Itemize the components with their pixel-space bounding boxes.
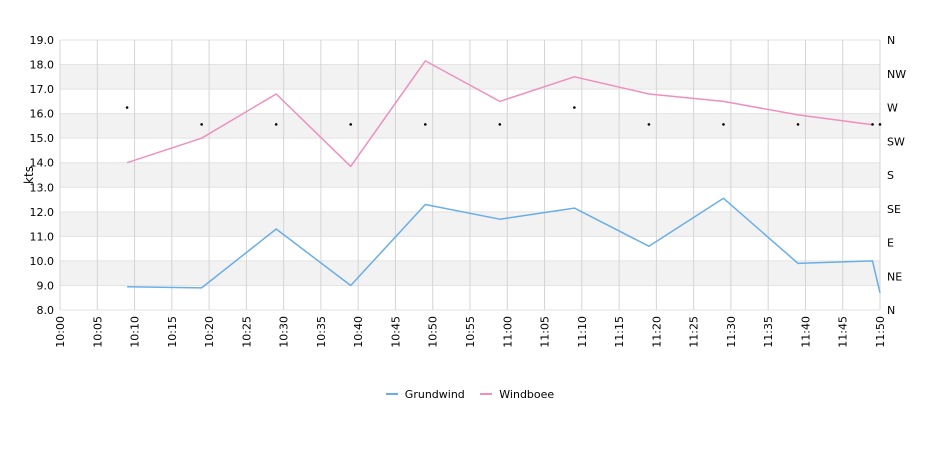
y-tick-label: 12.0 [30, 206, 55, 219]
x-tick-label: 10:15 [166, 316, 179, 348]
direction-point [722, 123, 725, 126]
x-tick-label: 11:35 [762, 316, 775, 348]
direction-tick-label: S [887, 169, 894, 182]
y-tick-label: 15.0 [30, 132, 55, 145]
x-tick-label: 11:50 [874, 316, 887, 348]
x-tick-label: 11:45 [837, 316, 850, 348]
direction-tick-labels: N NE E SE S SW W NW N [887, 34, 906, 317]
x-tick-label: 11:25 [688, 316, 701, 348]
direction-point [349, 123, 353, 126]
legend-item-windboee[interactable]: Windboee [480, 388, 554, 401]
y-tick-label: 19.0 [30, 34, 55, 47]
y-tick-label: 11.0 [30, 230, 55, 243]
y-tick-label: 17.0 [30, 83, 55, 96]
y-tick-label: 10.0 [30, 255, 55, 268]
legend-swatch-windboee [480, 393, 493, 395]
legend-label-windboee: Windboee [499, 387, 555, 401]
x-tick-label: 11:15 [613, 316, 626, 348]
direction-point [200, 123, 203, 126]
x-tick-label: 10:50 [427, 316, 440, 348]
x-tick-label: 10:35 [315, 316, 328, 348]
x-tick-label: 10:55 [464, 316, 477, 348]
legend-swatch-grundwind [385, 393, 398, 395]
chart-legend: Grundwind Windboee [0, 385, 940, 401]
y-axis-label: kts [22, 166, 36, 184]
vertical-gridlines [59, 40, 881, 310]
y-tick-label: 14.0 [30, 157, 55, 170]
direction-point [878, 123, 882, 126]
x-tick-label: 10:20 [203, 316, 216, 348]
y-tick-label: 16.0 [30, 108, 55, 121]
x-tick-labels: 10:00 10:05 10:10 10:15 10:20 10:25 10:30 10:35… [54, 316, 887, 348]
direction-tick-label: W [887, 102, 898, 115]
y-tick-label: 13.0 [30, 181, 55, 194]
direction-tick-label: SE [887, 203, 901, 216]
legend-item-grundwind[interactable]: Grundwind [385, 387, 465, 401]
chart-canvas: 8.0 9.0 10.0 11.0 12.0 13.0 14.0 15.0 16.0 17.0 18… [22, 34, 906, 348]
x-tick-label: 11:30 [725, 316, 738, 348]
direction-tick-label: E [887, 237, 894, 250]
x-tick-label: 11:00 [501, 316, 514, 348]
direction-tick-label: SW [887, 135, 905, 148]
direction-points [125, 106, 882, 126]
direction-tick-label: NW [887, 68, 906, 81]
series-line-grundwind [127, 197, 881, 293]
direction-point [871, 123, 874, 126]
x-tick-label: 11:05 [539, 316, 552, 348]
x-tick-label: 10:40 [352, 316, 365, 348]
x-tick-label: 10:05 [91, 316, 104, 348]
x-tick-label: 10:00 [54, 316, 67, 348]
series-lines [126, 60, 881, 293]
series-line-windboee [126, 60, 873, 168]
x-tick-label: 10:25 [240, 316, 253, 348]
direction-point [573, 106, 576, 109]
direction-point [423, 123, 427, 126]
direction-tick-label: N [887, 304, 895, 317]
y-tick-label: 18.0 [30, 59, 55, 72]
direction-point [647, 123, 651, 126]
direction-point [274, 123, 278, 126]
direction-point [796, 123, 800, 126]
direction-point [498, 123, 502, 126]
legend-label-grundwind: Grundwind [404, 387, 465, 401]
x-tick-label: 11:10 [576, 316, 589, 348]
direction-tick-label: N [887, 34, 895, 47]
x-tick-label: 11:40 [799, 316, 812, 348]
y-tick-label: 8.0 [37, 304, 55, 317]
direction-tick-label: NE [887, 270, 902, 283]
y-tick-label: 9.0 [37, 279, 55, 292]
x-tick-label: 10:45 [389, 316, 402, 348]
y-tick-labels: 8.0 9.0 10.0 11.0 12.0 13.0 14.0 15.0 16.0 17.0 18… [30, 34, 55, 317]
x-tick-label: 11:20 [650, 316, 663, 348]
x-tick-label: 10:30 [278, 316, 291, 348]
x-tick-label: 10:10 [129, 316, 142, 348]
direction-point [125, 106, 129, 109]
